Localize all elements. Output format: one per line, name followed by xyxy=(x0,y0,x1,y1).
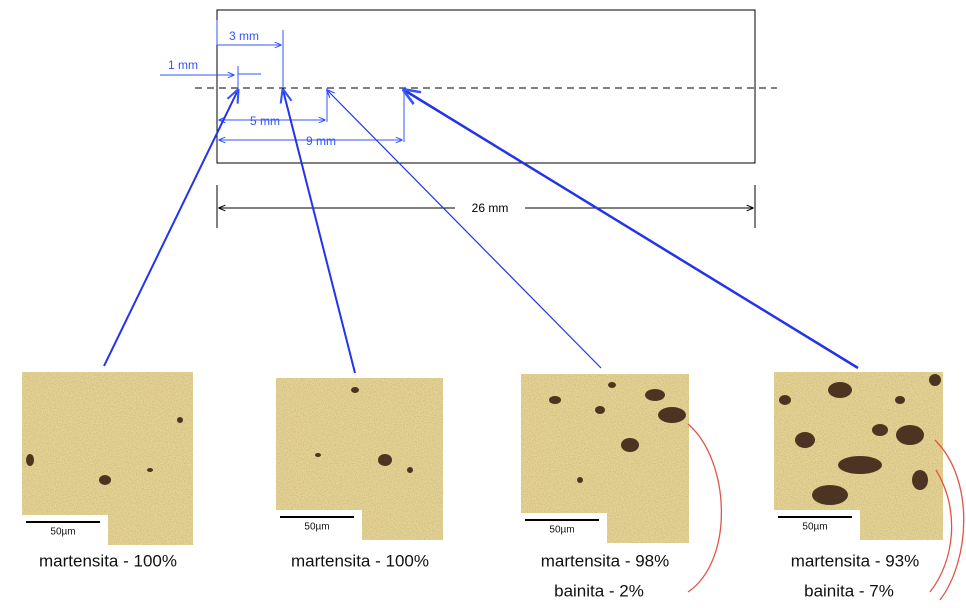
dark-phase xyxy=(26,454,34,466)
dim-label: 9 mm xyxy=(306,134,336,148)
caption: martensita - 98% xyxy=(541,551,670,570)
dark-phase xyxy=(549,396,561,404)
caption: bainita - 2% xyxy=(554,581,644,600)
page: Micrographs {"dimensions": {"d1": "1 mm"… xyxy=(0,0,966,603)
dark-phase xyxy=(895,396,905,404)
dark-phase xyxy=(658,407,686,423)
micrograph: 50µm martensita - 93% bainita - 7% xyxy=(774,372,943,600)
dimension-lines xyxy=(160,20,404,142)
scale-label: 50µm xyxy=(802,522,827,533)
scale-label: 50µm xyxy=(549,525,574,536)
diagram: 1 mm 3 mm 5 mm 9 mm 26 mm 50µm martensita… xyxy=(0,0,966,603)
dark-phase xyxy=(838,456,882,474)
dark-phase xyxy=(896,425,924,445)
dark-phase xyxy=(912,470,928,490)
dim-label: 1 mm xyxy=(168,58,198,72)
total-label: 26 mm xyxy=(472,201,509,215)
dark-phase xyxy=(645,389,665,401)
micrographs: 50µm martensita - 100% 50µm martensita - 10… xyxy=(22,372,943,600)
dark-phase xyxy=(577,477,583,483)
line-shape xyxy=(327,90,601,368)
dark-phase xyxy=(779,395,791,405)
caption: bainita - 7% xyxy=(804,581,894,600)
dark-phase xyxy=(595,406,605,414)
dark-phase xyxy=(621,438,639,452)
dark-phase xyxy=(315,453,321,457)
micrograph: 50µm martensita - 100% xyxy=(22,372,193,570)
dark-phase xyxy=(147,468,153,472)
micrograph: 50µm martensita - 98% bainita - 2% xyxy=(521,374,689,600)
dark-phase xyxy=(929,374,941,386)
line-shape xyxy=(104,90,238,366)
page-body: 1 mm 3 mm 5 mm 9 mm 26 mm 50µm martensita… xyxy=(0,0,966,603)
line-shape xyxy=(404,90,858,368)
dark-phase xyxy=(812,485,848,505)
dark-phase xyxy=(407,467,413,473)
pointers xyxy=(104,90,858,373)
dim-label: 5 mm xyxy=(250,114,280,128)
dark-phase xyxy=(351,387,359,393)
dark-phase xyxy=(378,454,392,466)
micrograph: 50µm martensita - 100% xyxy=(276,378,443,570)
caption: martensita - 93% xyxy=(791,551,920,570)
caption: martensita - 100% xyxy=(291,551,429,570)
caption: martensita - 100% xyxy=(39,551,177,570)
dark-phase xyxy=(795,432,815,448)
dark-phase xyxy=(177,417,183,423)
scale-label: 50µm xyxy=(50,527,75,538)
dark-phase xyxy=(828,382,852,398)
scale-label: 50µm xyxy=(304,522,329,533)
dark-phase xyxy=(99,475,111,485)
line-shape xyxy=(283,90,355,373)
path-shape xyxy=(688,424,721,592)
dark-phase xyxy=(608,382,616,388)
dark-phase xyxy=(872,424,888,436)
dim-label: 3 mm xyxy=(229,29,259,43)
